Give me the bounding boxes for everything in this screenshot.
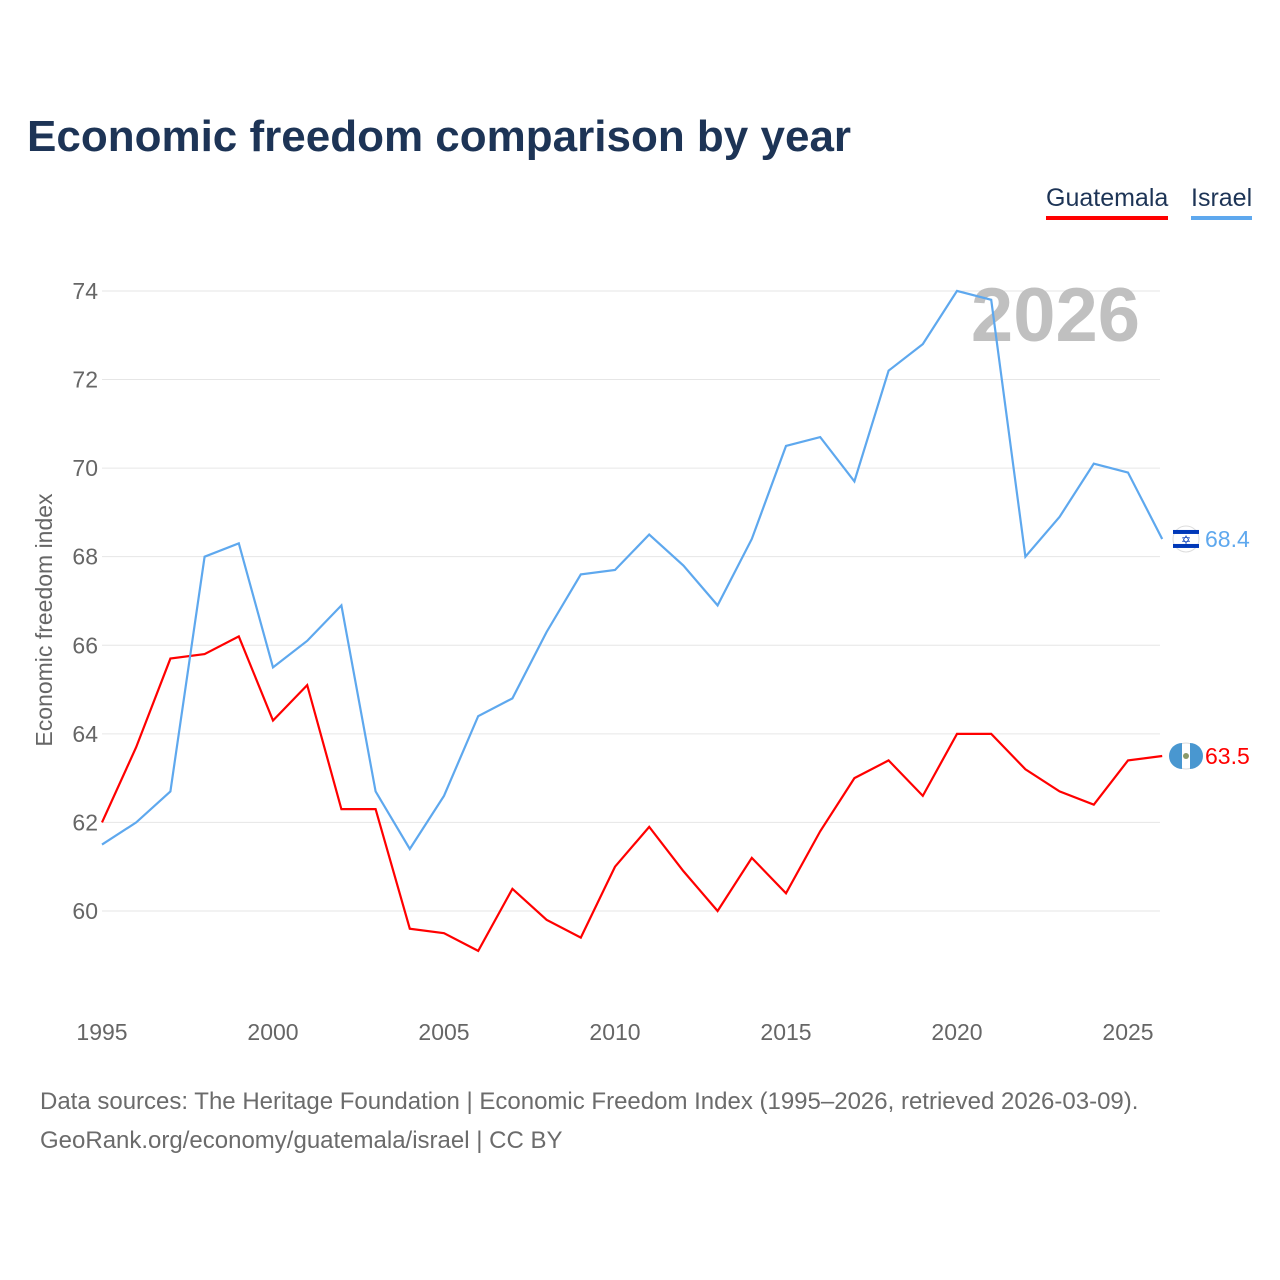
chart-title: Economic freedom comparison by year xyxy=(27,112,852,161)
source-text: Data sources: The Heritage Foundation | … xyxy=(40,1088,1139,1115)
y-tick-label: 70 xyxy=(72,455,98,481)
flag-stripe xyxy=(1173,529,1199,534)
end-value-label-guatemala: 63.5 xyxy=(1205,743,1250,769)
x-tick-label: 1995 xyxy=(76,1019,127,1045)
x-tick-label: 2020 xyxy=(931,1019,982,1045)
flag-stripe xyxy=(1173,543,1199,548)
series-line-israel xyxy=(101,289,1164,852)
y-tick-label: 68 xyxy=(72,544,98,570)
series-line-guatemala xyxy=(100,634,1163,953)
y-tick-label: 64 xyxy=(72,721,98,747)
x-tick-label: 2010 xyxy=(589,1019,640,1045)
y-tick-label: 62 xyxy=(72,809,98,835)
legend-israel[interactable]: Israel xyxy=(1191,184,1253,220)
x-tick-label: 2025 xyxy=(1102,1019,1153,1045)
year-watermark: 2026 xyxy=(971,273,1140,358)
flag-stripe xyxy=(1169,742,1182,769)
x-tick-label: 2000 xyxy=(247,1019,298,1045)
y-tick-label: 60 xyxy=(72,898,98,924)
attribution-text: GeoRank.org/economy/guatemala/israel | C… xyxy=(40,1127,563,1154)
x-tick-label: 2015 xyxy=(760,1019,811,1045)
y-tick-label: 72 xyxy=(72,367,98,393)
x-tick-label: 2005 xyxy=(418,1019,469,1045)
y-tick-label: 66 xyxy=(72,632,98,658)
end-value-label-israel: 68.4 xyxy=(1205,526,1250,552)
star-of-david-icon: ✡ xyxy=(1181,533,1191,547)
y-axis-label: Economic freedom index xyxy=(31,493,57,747)
y-tick-label: 74 xyxy=(72,278,98,304)
legend-guatemala[interactable]: Guatemala xyxy=(1046,184,1169,220)
flag-stripe xyxy=(1190,742,1204,769)
flag-emblem xyxy=(1183,752,1189,759)
